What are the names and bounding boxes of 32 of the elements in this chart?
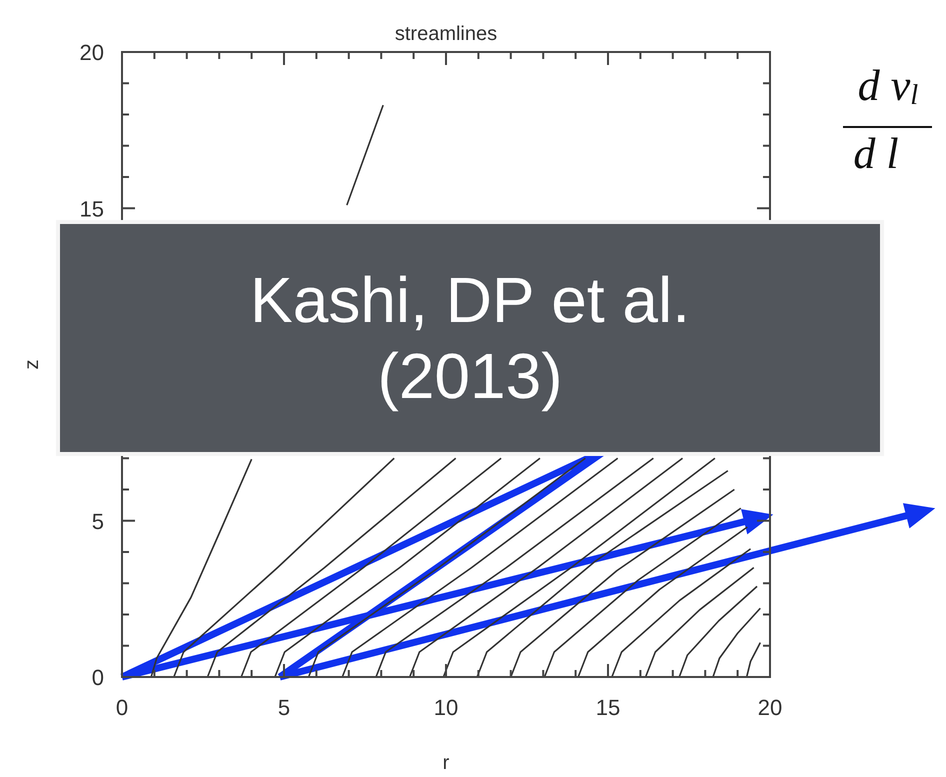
x-tick-label: 20	[758, 695, 782, 720]
x-tick-label: 0	[116, 695, 128, 720]
line-series	[342, 457, 619, 678]
line-series	[308, 457, 586, 678]
x-axis-title: r	[442, 752, 450, 774]
chart-title: streamlines	[394, 23, 498, 45]
y-axis-title: z	[21, 360, 43, 370]
line-series	[375, 457, 654, 678]
line-series	[644, 566, 755, 678]
line-series	[240, 457, 502, 678]
line-series	[274, 457, 541, 678]
line-series	[611, 548, 752, 678]
line-series	[173, 457, 395, 678]
x-tick-label: 10	[434, 695, 458, 720]
line-series	[678, 586, 758, 678]
y-tick-label: 15	[80, 196, 104, 222]
line-series	[510, 488, 736, 678]
line-series	[408, 457, 684, 678]
line-series	[577, 526, 748, 678]
line-series	[442, 457, 716, 678]
x-tick-label: 15	[596, 695, 620, 720]
y-tick-label: 20	[80, 40, 104, 65]
line-series	[544, 507, 742, 678]
line-series	[712, 607, 762, 678]
text: d v$_{l}$	[858, 61, 918, 112]
x-tick-label: 5	[278, 695, 290, 720]
line-series	[476, 470, 729, 678]
line-series	[206, 457, 457, 678]
y-tick-label: 0	[92, 665, 104, 690]
annotation: Kashi, DP et al. (2013)	[250, 264, 690, 412]
text: d l	[853, 129, 899, 178]
y-tick-label: 5	[92, 508, 104, 534]
